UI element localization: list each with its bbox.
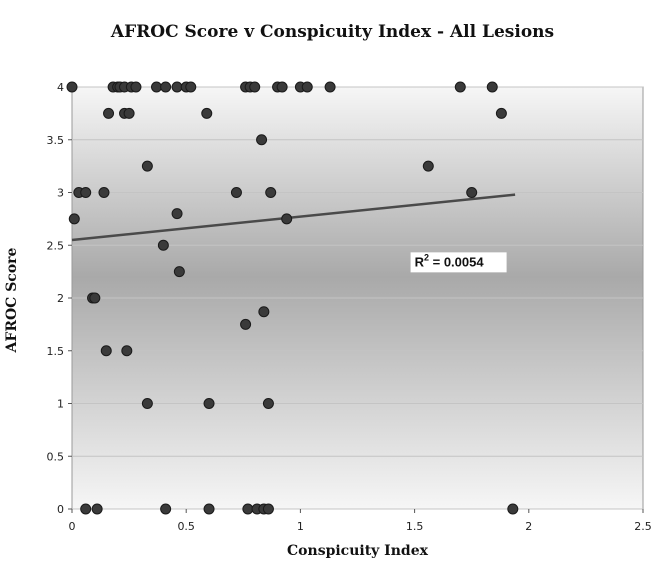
data-point xyxy=(141,160,153,172)
data-point xyxy=(66,81,78,93)
data-point xyxy=(160,81,172,93)
data-point xyxy=(91,503,103,515)
y-tick-label: 1.5 xyxy=(47,345,65,358)
y-tick-label: 2 xyxy=(57,292,64,305)
data-point xyxy=(230,187,242,198)
data-point xyxy=(256,134,268,146)
data-point xyxy=(80,187,92,198)
trendline xyxy=(71,193,516,242)
data-point xyxy=(486,81,498,93)
data-point xyxy=(171,81,183,93)
data-point xyxy=(89,292,101,304)
r2-annotation: R2 = 0.0054 xyxy=(415,252,485,269)
data-point xyxy=(422,160,434,172)
x-tick-label: 0 xyxy=(69,520,76,533)
data-point xyxy=(98,187,110,198)
r2-label-background xyxy=(410,252,507,273)
data-point xyxy=(160,503,172,515)
data-point xyxy=(454,81,466,93)
y-tick-label: 0 xyxy=(57,503,64,516)
data-point xyxy=(249,81,261,93)
data-point xyxy=(80,503,92,515)
data-point xyxy=(171,208,183,220)
data-point xyxy=(276,81,288,93)
data-point xyxy=(324,81,336,93)
chart-title: AFROC Score v Conspicuity Index - All Le… xyxy=(110,22,555,42)
y-tick-label: 4 xyxy=(57,81,64,94)
x-tick-label: 2.5 xyxy=(634,520,652,533)
data-point xyxy=(103,107,115,119)
data-point xyxy=(507,503,519,515)
y-tick-label: 3.5 xyxy=(47,134,65,147)
y-tick-label: 2.5 xyxy=(47,239,65,252)
data-point xyxy=(151,81,163,93)
data-point xyxy=(240,318,252,330)
data-point xyxy=(466,187,478,198)
data-point xyxy=(301,81,313,93)
y-tick-label: 0.5 xyxy=(47,450,65,463)
data-point xyxy=(141,398,153,409)
y-tick-label: 3 xyxy=(57,187,64,200)
x-tick-label: 2 xyxy=(525,520,532,533)
data-point xyxy=(203,503,215,515)
data-point xyxy=(262,398,274,409)
data-point xyxy=(495,107,507,119)
data-point xyxy=(173,266,185,278)
data-point xyxy=(258,306,270,318)
x-axis-label: Conspicuity Index xyxy=(287,543,428,559)
data-point xyxy=(100,345,112,357)
data-point xyxy=(201,107,213,119)
data-point xyxy=(265,187,277,198)
data-point xyxy=(242,503,254,515)
data-point xyxy=(130,81,142,93)
data-point xyxy=(68,213,80,225)
data-point xyxy=(121,345,133,357)
y-tick-label: 1 xyxy=(57,398,64,411)
data-point xyxy=(185,81,197,93)
x-tick-label: 0.5 xyxy=(177,520,195,533)
data-point xyxy=(157,239,169,251)
data-point xyxy=(281,213,293,225)
data-point xyxy=(123,107,135,119)
x-tick-label: 1.5 xyxy=(406,520,424,533)
data-point xyxy=(262,503,274,515)
x-tick-label: 1 xyxy=(297,520,304,533)
data-point xyxy=(203,398,215,409)
